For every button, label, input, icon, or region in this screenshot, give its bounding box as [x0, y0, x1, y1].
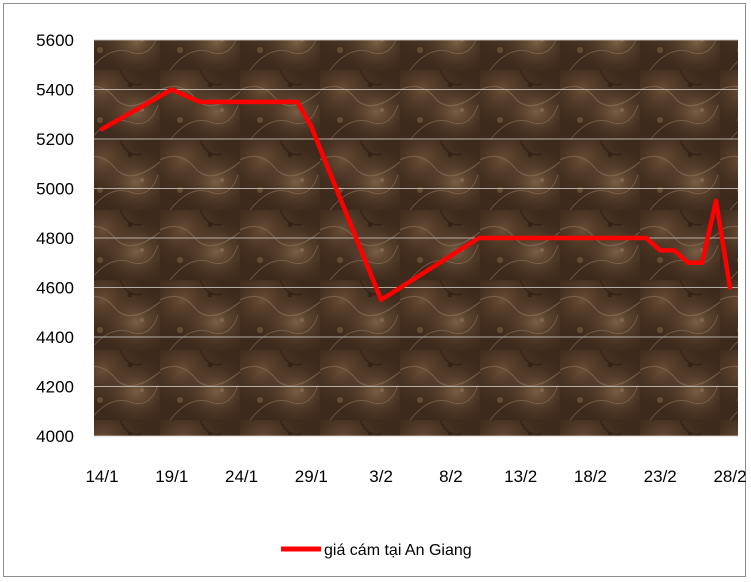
y-tick-label: 4000	[36, 427, 74, 446]
series-line	[99, 87, 733, 303]
legend-label: giá cám tại An Giang	[324, 542, 472, 559]
legend: giá cám tại An Giang	[281, 542, 472, 559]
x-tick-label: 28/2	[713, 467, 746, 486]
x-tick-label: 23/2	[644, 467, 677, 486]
gridlines	[94, 39, 738, 437]
x-tick-label: 18/2	[574, 467, 607, 486]
y-tick-label: 5600	[36, 31, 74, 50]
x-tick-label: 14/1	[85, 467, 118, 486]
x-tick-label: 8/2	[439, 467, 463, 486]
y-tick-label: 5200	[36, 130, 74, 149]
series-layer	[99, 87, 733, 303]
x-axis: 14/1 19/1 24/1 29/1 3/2 8/2 13/2 18/2 23/2 28/2	[85, 467, 746, 486]
y-tick-label: 4600	[36, 279, 74, 298]
y-tick-label: 4800	[36, 229, 74, 248]
y-tick-label: 4200	[36, 378, 74, 397]
x-tick-label: 19/1	[155, 467, 188, 486]
x-tick-label: 24/1	[225, 467, 258, 486]
x-tick-label: 3/2	[369, 467, 393, 486]
y-tick-label: 4400	[36, 328, 74, 347]
y-tick-label: 5400	[36, 81, 74, 100]
x-tick-label: 29/1	[295, 467, 328, 486]
x-tick-label: 13/2	[504, 467, 537, 486]
y-axis: 4000 4200 4400 4600 4800 5000 5200 5400 5600	[36, 31, 74, 446]
y-tick-label: 5000	[36, 180, 74, 199]
